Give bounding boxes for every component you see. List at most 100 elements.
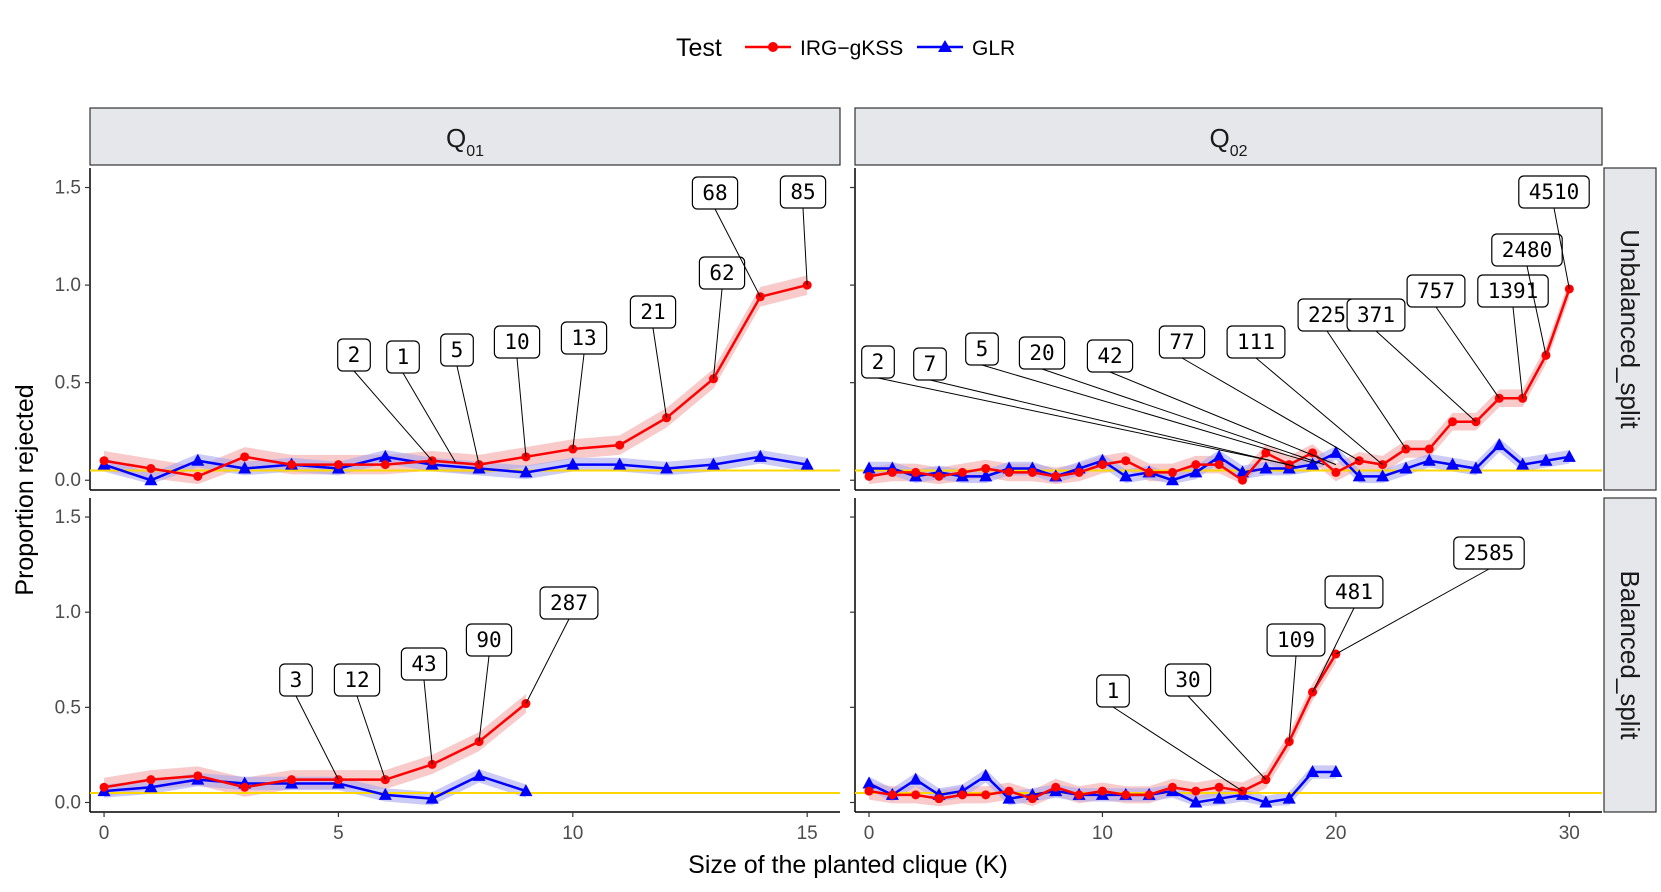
annotation-box (279, 663, 313, 697)
annotation-box (1346, 298, 1406, 332)
annotation-leader (1109, 371, 1337, 466)
annotation-leader (423, 679, 433, 765)
data-point (1352, 469, 1366, 482)
x-tick-label: 5 (333, 823, 344, 844)
data-point (887, 467, 897, 477)
annotation-label: 30 (1175, 668, 1200, 692)
annotation-label: 90 (476, 628, 501, 652)
annotation-leader (1041, 368, 1325, 466)
data-point (1261, 448, 1271, 458)
data-point (706, 457, 720, 470)
data-point (660, 461, 674, 474)
data-point (1004, 786, 1014, 796)
annotation-label: 68 (702, 181, 727, 205)
row-strip-label: Unbalanced_split (1615, 229, 1645, 429)
annotation-leader (929, 379, 1297, 468)
annotation-leader (1553, 207, 1570, 290)
data-point (1539, 453, 1553, 466)
annotation-box (629, 295, 677, 329)
annotation-box (965, 332, 999, 366)
annotation-label: 4510 (1529, 180, 1580, 204)
annotation-box (1266, 623, 1326, 657)
annotation-leader (1526, 265, 1547, 356)
annotation-label: 42 (1097, 344, 1122, 368)
data-point (800, 457, 814, 470)
annotation-label: 109 (1277, 628, 1315, 652)
data-point (1074, 467, 1084, 477)
data-point (238, 461, 252, 474)
column-strip (89, 107, 841, 166)
column-strip-label: Q02 (1209, 123, 1247, 160)
series-line (103, 774, 527, 800)
annotation-label: 481 (1335, 580, 1373, 604)
y-tick-label: 1.5 (55, 178, 81, 199)
x-tick-label: 10 (562, 823, 583, 844)
confidence-band (104, 275, 808, 485)
y-tick-label: 1.5 (55, 507, 81, 528)
data-point (99, 782, 109, 792)
annotation-box (1018, 336, 1066, 370)
confidence-band (104, 694, 526, 797)
annotation-leader (525, 618, 570, 704)
data-point (911, 467, 921, 477)
annotation-label: 5 (451, 338, 464, 362)
data-point (887, 790, 897, 800)
legend-title: Test (676, 34, 722, 62)
row-strip (1603, 497, 1657, 813)
data-point (287, 775, 297, 785)
annotation-label: 43 (411, 652, 436, 676)
data-point (957, 790, 967, 800)
data-point (425, 791, 439, 804)
data-point (1004, 467, 1014, 477)
data-point (1121, 456, 1131, 466)
annotation-leader (1288, 655, 1297, 742)
annotation-box (560, 321, 608, 355)
data-point (333, 460, 343, 470)
data-point (957, 467, 967, 477)
data-point (1189, 795, 1203, 808)
annotation-label: 1391 (1488, 279, 1539, 303)
annotation-box (779, 175, 827, 209)
data-point (240, 782, 250, 792)
data-point (1121, 790, 1131, 800)
data-point (1422, 453, 1436, 466)
annotation-box (1324, 575, 1384, 609)
data-point (1051, 471, 1061, 481)
annotation-label: 7 (924, 352, 937, 376)
data-point (99, 456, 109, 466)
annotation-box (913, 347, 947, 381)
data-point (1236, 465, 1250, 478)
annotation-box (1086, 339, 1134, 373)
x-axis-title: Size of the planted clique (K) (688, 851, 1008, 879)
annotation-leader (981, 364, 1313, 464)
data-point (1331, 467, 1341, 477)
annotation-leader (1112, 706, 1243, 792)
annotation-box (1164, 663, 1212, 697)
data-point (1282, 791, 1296, 804)
data-point (911, 790, 921, 800)
annotation-label: 2585 (1464, 541, 1515, 565)
annotation-leader (877, 377, 1290, 466)
y-tick-label: 0.0 (55, 792, 81, 813)
data-point (1492, 438, 1506, 451)
data-point (1165, 473, 1179, 486)
data-point (1259, 795, 1273, 808)
data-point (862, 776, 876, 789)
annotation-leader (714, 208, 761, 298)
data-point (1308, 448, 1318, 458)
y-tick-label: 1.0 (55, 275, 81, 296)
annotation-leader (516, 357, 527, 457)
data-point (378, 787, 392, 800)
annotation-label: 287 (550, 591, 588, 615)
data-point (1306, 765, 1320, 778)
legend-entry-label: IRG−gKSS (800, 37, 903, 60)
data-point (144, 780, 158, 793)
annotation-box (698, 256, 746, 290)
row-strip-label: Balanced_split (1615, 570, 1645, 740)
annotation-leader (295, 695, 339, 780)
data-point (1097, 460, 1107, 470)
annotation-box (1453, 536, 1525, 570)
x-tick-label: 0 (864, 823, 875, 844)
data-point (240, 452, 250, 462)
annotation-label: 10 (504, 330, 529, 354)
